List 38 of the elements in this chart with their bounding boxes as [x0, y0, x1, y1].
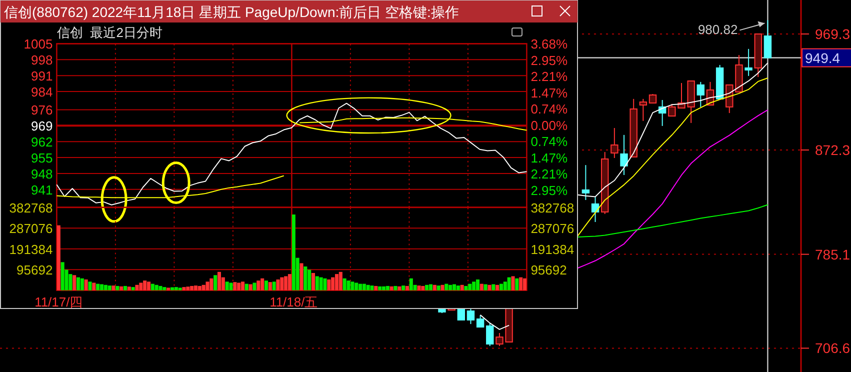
y2-tick-label: 3.68%	[530, 36, 568, 52]
y2-tick-label: 1.47%	[530, 85, 568, 100]
y-tick-label: 998	[30, 52, 53, 68]
y-tick-label: 984	[30, 84, 53, 100]
annotation: 980.82	[698, 22, 738, 38]
y2-tick-label: 95692	[530, 262, 567, 278]
y2-tick-label: 1.47%	[530, 150, 568, 166]
y-tick-label: 941	[30, 182, 53, 198]
y2-tick-label: 0.74%	[530, 134, 568, 150]
y2-tick-label: 2.21%	[530, 69, 568, 84]
y-tick-label: 976	[30, 102, 53, 118]
y-tick-label: 872.3	[815, 142, 850, 158]
x-tick-label: 11/18/五	[270, 294, 318, 310]
y-tick-label: 95692	[16, 262, 53, 278]
chart-subtitle: 信创 最近2日分时	[57, 25, 162, 40]
y-tick-label: 785.1	[815, 246, 850, 262]
y2-tick-label: 287076	[530, 221, 574, 236]
y2-tick-label: 0.74%	[530, 102, 568, 117]
y2-tick-label: 2.95%	[530, 182, 568, 198]
chart-title: 信创(880762) 2022年11月18日 星期五 PageUp/Down:前后日 空格键:操作	[4, 4, 459, 20]
y-tick-label: 706.6	[815, 340, 850, 356]
y-tick-label: 969.3	[815, 26, 850, 42]
y-tick-label: 382768	[9, 200, 53, 216]
y2-tick-label: 0.00%	[530, 118, 568, 133]
x-tick-label: 11/17/四	[34, 294, 83, 310]
y-tick-label: 962	[30, 134, 53, 150]
y-tick-label: 287076	[9, 221, 53, 236]
ref-line-label: 949.4	[805, 50, 840, 66]
y-tick-label: 191384	[9, 242, 53, 257]
y2-tick-label: 191384	[530, 242, 574, 257]
y-tick-label: 991	[30, 68, 53, 84]
y-tick-label: 1005	[24, 36, 53, 52]
y-tick-label: 969	[30, 118, 53, 134]
y-tick-label: 955	[30, 150, 53, 166]
y2-tick-label: 2.21%	[530, 166, 568, 182]
y-tick-label: 948	[30, 166, 53, 182]
y2-tick-label: 382768	[530, 200, 574, 216]
y2-tick-label: 2.95%	[530, 52, 568, 68]
